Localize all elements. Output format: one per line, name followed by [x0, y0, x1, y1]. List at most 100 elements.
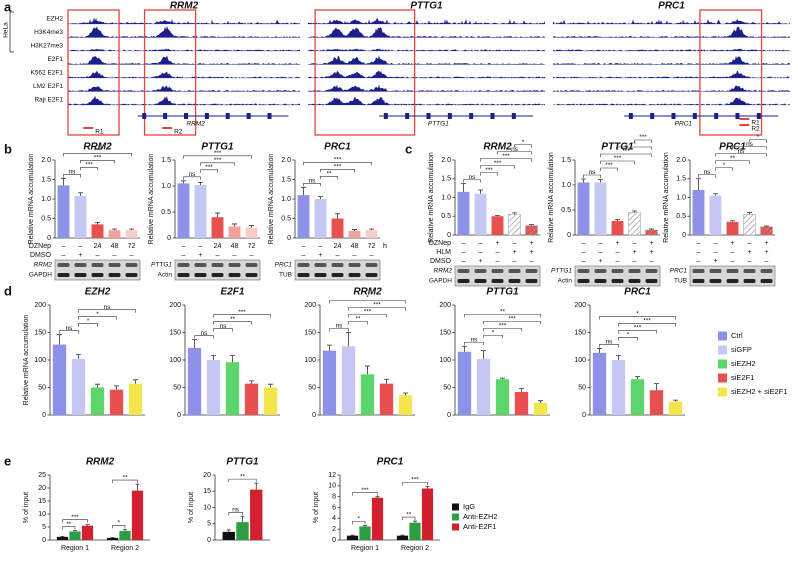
- y-tick-label: 0: [167, 235, 171, 242]
- significance-bracket: [200, 162, 235, 166]
- condition-name: DMSO: [430, 258, 452, 265]
- y-tick-label: 50: [173, 384, 181, 391]
- track-signal: [553, 97, 790, 105]
- significance-bracket: [464, 313, 541, 318]
- bar: [187, 347, 202, 415]
- y-axis-label: Relative mRNA accumulation: [663, 152, 670, 243]
- condition-label: +: [495, 240, 499, 247]
- condition-label: –: [616, 258, 620, 265]
- condition-label: –: [582, 258, 586, 265]
- significance-label: **: [355, 316, 361, 323]
- significance-label: ***: [85, 162, 93, 169]
- bar: [91, 224, 104, 238]
- bar: [457, 191, 470, 235]
- blot-band: [91, 273, 104, 277]
- significance-bracket: [348, 321, 368, 325]
- condition-label: –: [199, 243, 203, 250]
- condition-label: –: [633, 240, 637, 247]
- blot-band: [74, 263, 87, 267]
- chart-title: RRM2: [83, 142, 112, 153]
- exon: [225, 113, 230, 119]
- y-tick-label: 2: [332, 526, 336, 533]
- significance-bracket: [618, 337, 638, 341]
- bar: [81, 525, 94, 540]
- bar: [594, 182, 607, 235]
- significance-label: ***: [639, 134, 647, 141]
- y-tick-label: 15: [203, 488, 211, 495]
- significance-label: ns: [220, 323, 228, 330]
- y-tick-label: 1.0: [281, 196, 291, 203]
- significance-bracket: [463, 179, 481, 183]
- bar: [379, 383, 394, 415]
- error-bar: [335, 213, 340, 219]
- gene-label: PRC1: [675, 121, 693, 128]
- error-bar: [495, 215, 500, 217]
- track-signal: [68, 48, 300, 51]
- y-axis-label: % of input: [188, 492, 195, 523]
- exon: [142, 113, 147, 119]
- blot-band: [525, 279, 538, 283]
- blot-band: [491, 279, 504, 283]
- significance-bracket: [732, 146, 767, 150]
- y-tick-label: 50: [443, 384, 451, 391]
- error-bar: [519, 388, 524, 392]
- significance-bracket: [200, 169, 218, 173]
- error-bar: [616, 355, 621, 360]
- significance-label: ***: [94, 155, 102, 162]
- error-bar: [112, 228, 117, 231]
- chart-title: PTTG1: [486, 287, 519, 298]
- y-tick-label: 1.0: [561, 182, 571, 189]
- y-tick-label: 150: [574, 329, 586, 336]
- condition-label: –: [765, 258, 769, 265]
- significance-label: ***: [364, 309, 372, 316]
- y-tick-label: 0.5: [561, 207, 571, 214]
- track-signal: [68, 95, 300, 105]
- error-bar: [57, 334, 62, 345]
- error-bar: [110, 537, 115, 538]
- error-bar: [85, 524, 90, 526]
- bar: [90, 387, 105, 415]
- blot-label: RRM2: [34, 262, 53, 269]
- significance-label: ns: [104, 304, 112, 311]
- error-bar: [462, 345, 467, 352]
- chart-title: PRC1: [324, 142, 351, 153]
- exon: [735, 113, 740, 119]
- condition-label: –: [130, 252, 134, 259]
- error-bar: [95, 383, 100, 388]
- track-signal: [553, 18, 790, 24]
- significance-label: ns: [69, 169, 77, 176]
- y-tick-label: 100: [439, 357, 451, 364]
- exon: [469, 113, 474, 119]
- y-tick-label: 12: [328, 472, 336, 479]
- y-tick-label: 1.5: [161, 157, 171, 164]
- error-bar: [713, 193, 718, 196]
- error-bar: [198, 181, 203, 185]
- error-bar: [598, 179, 603, 183]
- significance-label: ns: [309, 178, 317, 185]
- bar: [668, 401, 683, 415]
- track-label: LM2 E2F1: [33, 83, 63, 90]
- significance-label: ns: [746, 141, 754, 148]
- exon: [511, 113, 516, 119]
- track-signal: [553, 70, 790, 78]
- error-bar: [369, 228, 374, 231]
- y-tick-label: 1.5: [41, 176, 51, 183]
- gene-label: RRM2: [186, 121, 205, 128]
- y-tick-label: 100: [169, 357, 181, 364]
- blot-band: [194, 263, 207, 267]
- exon: [163, 113, 168, 119]
- significance-bracket: [480, 165, 515, 169]
- error-bar: [240, 515, 245, 523]
- y-tick-label: 0.5: [41, 215, 51, 222]
- y-tick-label: 0: [287, 235, 291, 242]
- track-label: H3K27me3: [30, 43, 63, 50]
- exon: [490, 113, 495, 119]
- blot-label: PTTG1: [551, 268, 572, 275]
- bar: [206, 360, 221, 415]
- exon: [628, 113, 633, 119]
- y-tick-label: 1.0: [676, 194, 686, 201]
- significance-label: ***: [614, 155, 622, 162]
- bar: [245, 227, 258, 238]
- error-bar: [133, 379, 138, 384]
- condition-label: 48: [111, 243, 119, 250]
